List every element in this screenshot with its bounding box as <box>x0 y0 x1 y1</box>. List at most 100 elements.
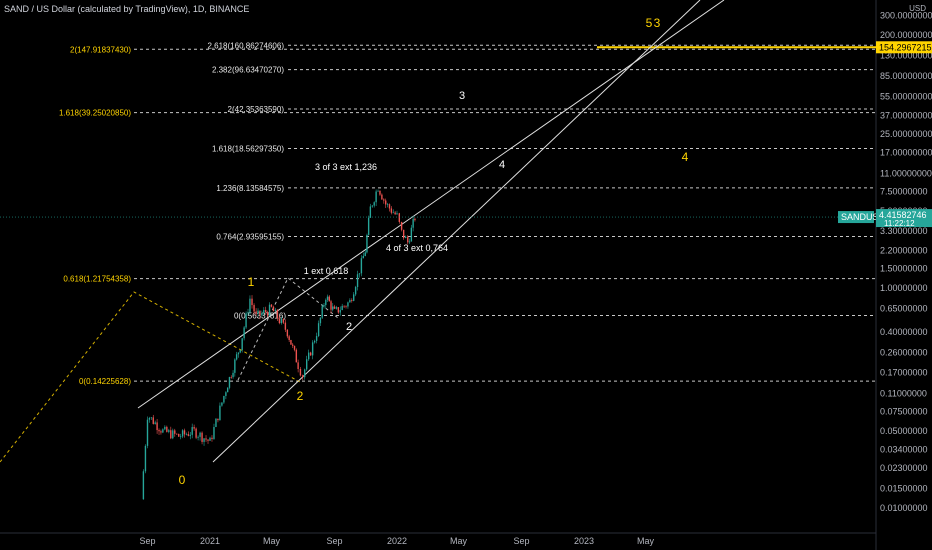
candle-body <box>328 296 330 302</box>
y-tick-label: 0.11000000 <box>880 388 927 398</box>
candle-body <box>347 302 349 307</box>
y-tick-label: 7.50000000 <box>880 187 928 197</box>
candle-body <box>367 217 370 235</box>
candle-body <box>199 432 201 437</box>
candle-body <box>351 300 353 301</box>
y-tick-label: 130.00000000 <box>880 50 932 60</box>
candle-body <box>315 336 318 341</box>
candle-body <box>257 310 259 314</box>
y-tick-label: 0.01000000 <box>880 503 928 513</box>
candle-body <box>243 327 245 339</box>
chart-header: SAND / US Dollar (calculated by TradingV… <box>4 4 250 14</box>
wave-label: 1 <box>248 275 255 289</box>
y-tick-label: 0.40000000 <box>880 327 928 337</box>
candle-body <box>225 392 227 396</box>
candle-body <box>402 229 405 239</box>
candle-body <box>191 427 193 435</box>
fib-level-label: 1.618(39.25020850) <box>59 109 131 118</box>
price-tag-countdown: 11:22:12 <box>884 219 915 228</box>
y-tick-label: 200.00000000 <box>880 30 932 40</box>
fib-level-label: 0(0.14225628) <box>79 377 131 386</box>
y-tick-label: 0.03400000 <box>880 445 928 455</box>
candle-body <box>230 377 232 378</box>
y-tick-label: 1.50000000 <box>880 264 928 274</box>
candle-body <box>366 234 368 253</box>
candle-body <box>349 300 351 303</box>
candle-body <box>377 190 379 192</box>
candle-body <box>412 218 414 228</box>
candle-body <box>207 439 209 441</box>
candle-body <box>282 318 285 323</box>
candle-body <box>345 306 347 307</box>
candle-body <box>414 218 416 221</box>
x-tick-label: 2023 <box>574 536 594 546</box>
candle-body <box>193 427 195 429</box>
candle-body <box>394 212 396 215</box>
candle-body <box>379 190 381 195</box>
y-tick-label: 300.00000000 <box>880 11 932 21</box>
candle-body <box>144 445 147 472</box>
candle-body <box>341 305 343 311</box>
wave-guide-line <box>237 277 339 381</box>
wave-annotation: 4 of 3 ext 0,764 <box>386 243 448 253</box>
candle-body <box>398 213 401 222</box>
candle-body <box>410 227 413 242</box>
candle-body <box>272 306 275 312</box>
candle-body <box>295 349 298 363</box>
candle-body <box>174 430 176 434</box>
fib-level-label: 1.236(8.13584575) <box>216 184 284 193</box>
candle-body <box>288 336 290 340</box>
candle-body <box>383 199 385 201</box>
y-tick-label: 0.02300000 <box>880 463 928 473</box>
symbol-tag-label: SANDUSD <box>841 212 886 222</box>
wave-label: 3 <box>459 90 465 102</box>
candle-body <box>172 430 174 439</box>
candle-body <box>160 431 162 433</box>
candle-body <box>232 372 234 378</box>
candle-body <box>364 252 366 257</box>
candle-body <box>400 221 403 230</box>
candle-body <box>241 338 243 351</box>
candle-body <box>234 359 236 373</box>
symbol-tag <box>838 211 874 224</box>
x-tick-label: Sep <box>326 536 342 546</box>
candle-body <box>369 206 372 218</box>
candle-body <box>396 213 398 215</box>
x-tick-label: May <box>450 536 468 546</box>
candle-body <box>156 422 158 431</box>
candle-body <box>375 191 377 203</box>
candle-body <box>215 418 217 427</box>
candle-body <box>179 436 182 438</box>
candle-body <box>189 434 191 436</box>
candle-body <box>307 352 310 360</box>
candle-body <box>290 339 292 345</box>
candle-body <box>217 418 219 421</box>
candle-body <box>205 438 207 440</box>
candle-body <box>266 312 269 316</box>
fib-level-label: 2(42.35363590) <box>228 105 285 114</box>
y-tick-label: 55.00000000 <box>880 92 932 102</box>
candle-body <box>142 471 145 500</box>
y-tick-label: 0.65000000 <box>880 304 928 314</box>
candle-body <box>309 352 312 356</box>
candle-body <box>326 296 329 300</box>
candle-body <box>343 305 345 307</box>
candle-body <box>265 310 267 313</box>
x-tick-label: 2021 <box>200 536 220 546</box>
y-tick-label: 0.26000000 <box>880 347 928 357</box>
candle-body <box>226 387 229 393</box>
candle-body <box>152 417 154 424</box>
candle-body <box>297 362 299 369</box>
candle-body <box>259 310 261 316</box>
y-tick-label: 17.00000000 <box>880 148 932 158</box>
wave-label: 2 <box>346 321 352 333</box>
y-tick-label: 85.00000000 <box>880 71 932 81</box>
candle-body <box>278 318 281 324</box>
x-tick-label: May <box>263 536 281 546</box>
candle-body <box>158 430 160 432</box>
y-tick-label: 11.00000000 <box>880 168 932 178</box>
candle-body <box>235 354 238 360</box>
candle-body <box>228 377 231 388</box>
candle-body <box>333 306 336 309</box>
